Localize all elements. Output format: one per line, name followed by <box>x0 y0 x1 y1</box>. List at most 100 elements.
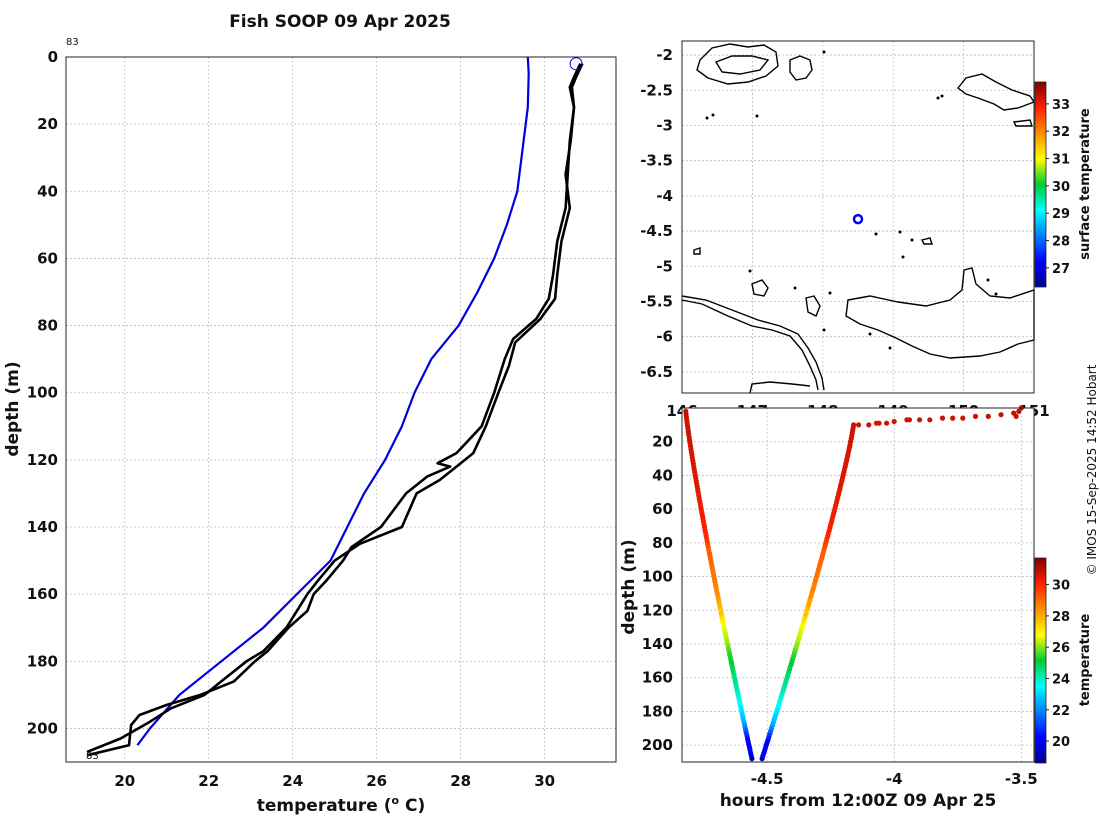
time-depth-y-tick-label: 140 <box>642 635 673 653</box>
profile-line-climatology <box>136 56 530 746</box>
surface-temperature-colorbar-tick-label: 30 <box>1052 180 1070 195</box>
islet <box>705 116 709 120</box>
temperature-colorbar-tick-label: 28 <box>1052 610 1070 625</box>
surface-temperature-colorbar-tick-label: 33 <box>1052 98 1070 113</box>
surface-point <box>998 412 1004 418</box>
map-lat-tick-label: -5 <box>656 257 673 275</box>
surface-point <box>856 422 862 428</box>
surface-point <box>927 417 933 423</box>
time-depth-y-tick-label: 80 <box>652 534 673 552</box>
islet <box>936 96 940 100</box>
surface-temperature-colorbar-tick-label: 29 <box>1052 207 1070 222</box>
profile-series <box>86 56 584 757</box>
coastline-coast-bottom <box>749 381 811 394</box>
temperature-colorbar-tick-label: 22 <box>1052 704 1070 719</box>
coastline-island-c <box>693 247 701 255</box>
temperature-colorbar-tick-label: 26 <box>1052 641 1070 656</box>
drop-label-top: 83 <box>66 37 79 48</box>
time-depth-x-tick-label: -4 <box>886 770 903 788</box>
coastline-new-britain-west <box>681 299 819 391</box>
profile-x-tick-label: 28 <box>450 772 471 790</box>
temperature-colorbar-tick-label: 24 <box>1052 672 1070 687</box>
map-panel: 146147148149150151 -2-2.5-3-3.5-4-4.5-5-… <box>640 40 1093 420</box>
map-lat-tick-label: -2.5 <box>640 81 673 99</box>
map-lat-tick-label: -3 <box>656 116 673 134</box>
coastline-island-d <box>920 237 933 245</box>
islet <box>874 232 878 236</box>
figure-title: Fish SOOP 09 Apr 2025 <box>229 12 451 32</box>
islet <box>755 114 759 118</box>
copyright-notice: © IMOS 15-Sep-2025 14:52 Hobart <box>1085 364 1099 575</box>
temperature-colorbar-tick-label: 20 <box>1052 735 1070 750</box>
profile-x-tick-label: 22 <box>198 772 219 790</box>
time-depth-x-ticks: -4.5 -4 -3.5 <box>751 770 1038 788</box>
profile-x-ticks: 20 22 24 26 28 30 <box>114 772 555 790</box>
small-islets <box>705 50 998 350</box>
islet <box>940 94 944 98</box>
time-depth-y-tick-label: 60 <box>652 500 673 518</box>
islet <box>828 291 832 295</box>
map-axes-frame <box>681 40 1035 394</box>
temperature-colorbar <box>1034 557 1047 764</box>
profile-axes-bg <box>66 57 616 762</box>
surface-point <box>1013 413 1019 419</box>
profile-line-drop-a <box>86 63 584 757</box>
time-depth-grid <box>682 408 1034 762</box>
coastline-new-hanover <box>696 43 779 85</box>
map-y-ticks: -2 -2.5 -3 -3.5 -4 -4.5 -5 -5.5 -6 -6.5 <box>640 46 673 381</box>
surface-temperature-colorbar-ticks: 27 28 29 30 31 32 33 <box>1046 98 1070 277</box>
surface-point <box>876 420 882 426</box>
ship-position-marker <box>852 213 864 225</box>
map-lat-tick-label: -4 <box>656 187 673 205</box>
profile-y-tick-label: 20 <box>37 115 58 133</box>
surface-point <box>891 418 897 425</box>
time-depth-panel: -4.5 -4 -3.5 20 40 60 80 100 120 140 160 180 200 ho… <box>619 405 1093 811</box>
time-depth-y-tick-label: 20 <box>652 433 673 451</box>
islet <box>910 238 914 242</box>
time-depth-y-tick-label: 120 <box>642 601 673 619</box>
cast-point-descent-1 <box>749 756 755 762</box>
profile-x-label: temperature (o C) <box>257 794 426 816</box>
time-depth-y-tick-label: 100 <box>642 568 673 586</box>
profile-y-tick-label: 120 <box>27 451 58 469</box>
temperature-colorbar-ticks: 20 22 24 26 28 30 <box>1046 579 1070 750</box>
time-depth-axes-frame <box>681 407 1035 763</box>
profile-x-tick-label: 26 <box>366 772 387 790</box>
islet <box>868 332 872 336</box>
surface-point <box>906 417 913 423</box>
time-depth-y-tick-label: 160 <box>642 669 673 687</box>
coastline-island-a <box>751 279 769 297</box>
profile-axes-frame <box>65 56 617 763</box>
profile-y-tick-label: 40 <box>37 182 58 200</box>
temperature-colorbar-label: temperature <box>1078 614 1093 707</box>
profile-y-tick-label: 80 <box>37 317 58 335</box>
islet <box>994 292 998 296</box>
time-depth-x-tick-label: -4.5 <box>751 770 784 788</box>
map-axes-bg <box>682 41 1034 393</box>
surface-point <box>960 415 966 421</box>
surface-temperature-colorbar-label: surface temperature <box>1078 108 1093 260</box>
coastline-new-hanover-inner <box>714 55 770 75</box>
surface-point <box>985 413 991 419</box>
surface-point <box>950 415 956 421</box>
surface-temperature-colorbar-tick-label: 32 <box>1052 125 1070 140</box>
surface-temperature-colorbar <box>1034 81 1047 288</box>
surface-point <box>884 420 890 426</box>
profile-grid <box>66 56 616 762</box>
time-depth-points <box>683 405 1024 762</box>
profile-x-tick-label: 20 <box>114 772 135 790</box>
profile-x-tick-label: 30 <box>534 772 555 790</box>
profile-y-ticks: 0 20 40 60 80 100 120 140 160 180 200 <box>27 48 58 737</box>
time-depth-y-tick-label: 200 <box>642 736 673 754</box>
profile-y-tick-label: 60 <box>37 249 58 267</box>
islet <box>822 50 826 54</box>
time-depth-axes-bg <box>682 408 1034 762</box>
profile-y-tick-label: 140 <box>27 518 58 536</box>
time-depth-y-tick-label: 40 <box>652 466 673 484</box>
profile-y-tick-label: 100 <box>27 384 58 402</box>
map-lat-tick-label: -5.5 <box>640 292 673 310</box>
islet <box>793 286 797 290</box>
islet <box>901 255 905 259</box>
coastline-small-island <box>789 55 813 81</box>
